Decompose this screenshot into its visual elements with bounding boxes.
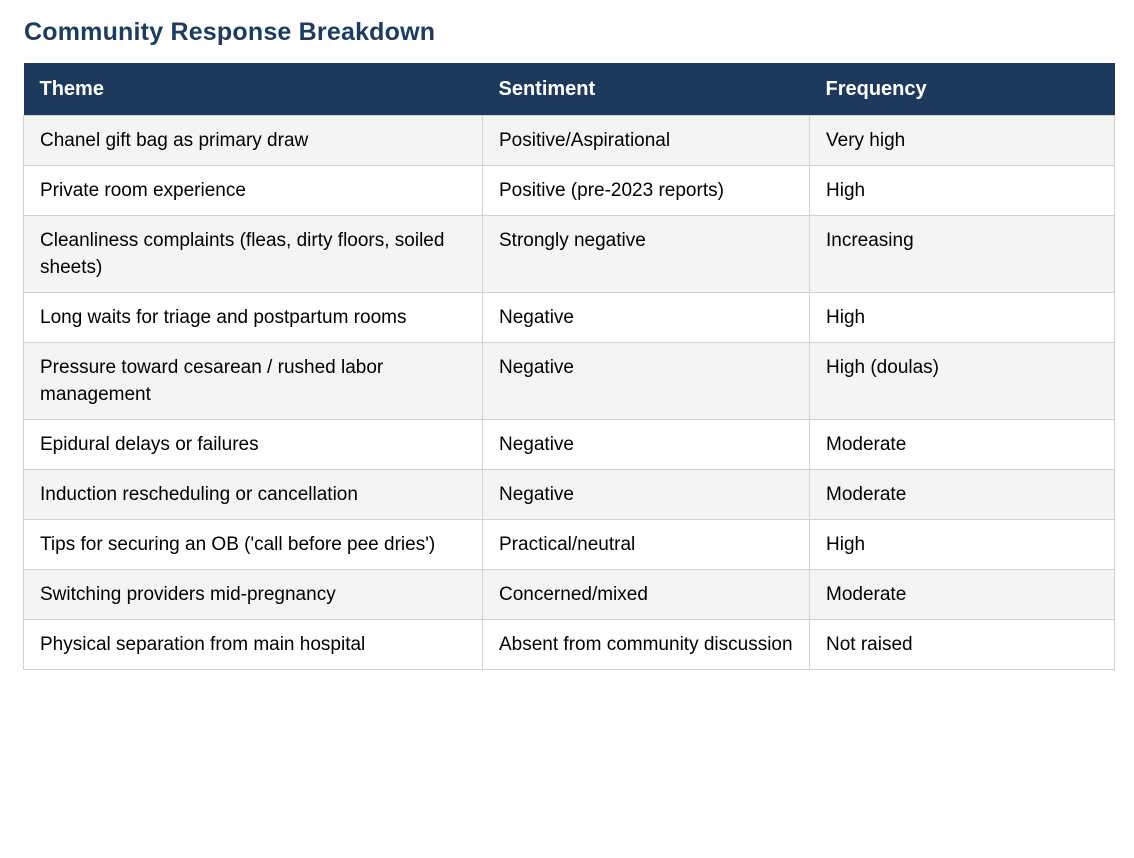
column-header-theme: Theme [23,63,483,116]
table-row: Long waits for triage and postpartum roo… [23,292,1115,343]
frequency-cell: Increasing [809,215,1115,293]
frequency-cell: High (doulas) [809,342,1115,420]
sentiment-cell: Absent from community discussion [482,619,810,670]
sentiment-cell: Negative [482,342,810,420]
theme-cell: Private room experience [23,165,483,216]
frequency-cell: Very high [809,115,1115,166]
column-header-frequency: Frequency [809,63,1115,116]
page-title: Community Response Breakdown [24,18,436,46]
frequency-cell: Moderate [809,569,1115,620]
table-row: Pressure toward cesarean / rushed labor … [23,342,1115,420]
sentiment-cell: Negative [482,419,810,470]
theme-cell: Chanel gift bag as primary draw [23,115,483,166]
frequency-cell: Moderate [809,419,1115,470]
table-row: Cleanliness complaints (fleas, dirty flo… [23,215,1115,293]
sentiment-cell: Positive (pre-2023 reports) [482,165,810,216]
theme-cell: Tips for securing an OB ('call before pe… [23,519,483,570]
table-row: Induction rescheduling or cancellation Ne… [23,469,1115,520]
theme-cell: Physical separation from main hospital [23,619,483,670]
table-row: Private room experience Positive (pre-202… [23,165,1115,216]
table-header-row: Theme Sentiment Frequency [23,63,1115,116]
theme-cell: Cleanliness complaints (fleas, dirty flo… [23,215,483,293]
column-header-sentiment: Sentiment [482,63,810,116]
sentiment-cell: Positive/Aspirational [482,115,810,166]
frequency-cell: High [809,165,1115,216]
table-row: Tips for securing an OB ('call before pe… [23,519,1115,570]
sentiment-cell: Concerned/mixed [482,569,810,620]
sentiment-cell: Strongly negative [482,215,810,293]
theme-cell: Switching providers mid-pregnancy [23,569,483,620]
table-row: Switching providers mid-pregnancy Concern… [23,569,1115,620]
frequency-cell: High [809,292,1115,343]
table-header: Theme Sentiment Frequency [23,63,1115,116]
community-response-table: Theme Sentiment Frequency Chanel gift ba… [23,63,1115,670]
frequency-cell: Moderate [809,469,1115,520]
sentiment-cell: Negative [482,292,810,343]
theme-cell: Long waits for triage and postpartum roo… [23,292,483,343]
table-body: Chanel gift bag as primary draw Positive/… [23,115,1115,670]
sentiment-cell: Negative [482,469,810,520]
theme-cell: Pressure toward cesarean / rushed labor … [23,342,483,420]
frequency-cell: Not raised [809,619,1115,670]
sentiment-cell: Practical/neutral [482,519,810,570]
table-row: Chanel gift bag as primary draw Positive/… [23,115,1115,166]
theme-cell: Epidural delays or failures [23,419,483,470]
frequency-cell: High [809,519,1115,570]
table-row: Physical separation from main hospital Ab… [23,619,1115,670]
table-row: Epidural delays or failures Negative Moder… [23,419,1115,470]
theme-cell: Induction rescheduling or cancellation [23,469,483,520]
